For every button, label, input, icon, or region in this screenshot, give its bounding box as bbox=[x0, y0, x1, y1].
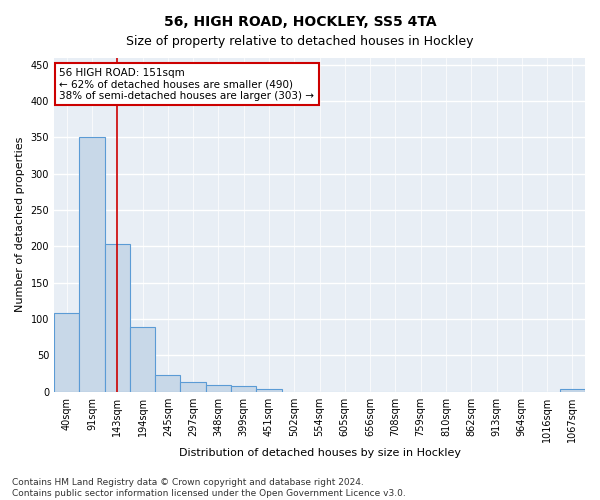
Bar bbox=[206, 385, 231, 392]
Bar bbox=[181, 382, 206, 392]
Text: 56, HIGH ROAD, HOCKLEY, SS5 4TA: 56, HIGH ROAD, HOCKLEY, SS5 4TA bbox=[164, 15, 436, 29]
Bar bbox=[231, 386, 256, 392]
Text: Contains HM Land Registry data © Crown copyright and database right 2024.
Contai: Contains HM Land Registry data © Crown c… bbox=[12, 478, 406, 498]
Y-axis label: Number of detached properties: Number of detached properties bbox=[15, 137, 25, 312]
Bar bbox=[79, 138, 104, 392]
Bar bbox=[130, 327, 155, 392]
Text: 56 HIGH ROAD: 151sqm
← 62% of detached houses are smaller (490)
38% of semi-deta: 56 HIGH ROAD: 151sqm ← 62% of detached h… bbox=[59, 68, 314, 100]
Bar bbox=[54, 313, 79, 392]
X-axis label: Distribution of detached houses by size in Hockley: Distribution of detached houses by size … bbox=[179, 448, 461, 458]
Text: Size of property relative to detached houses in Hockley: Size of property relative to detached ho… bbox=[126, 35, 474, 48]
Bar bbox=[104, 244, 130, 392]
Bar bbox=[560, 389, 585, 392]
Bar bbox=[155, 375, 181, 392]
Bar bbox=[256, 389, 281, 392]
